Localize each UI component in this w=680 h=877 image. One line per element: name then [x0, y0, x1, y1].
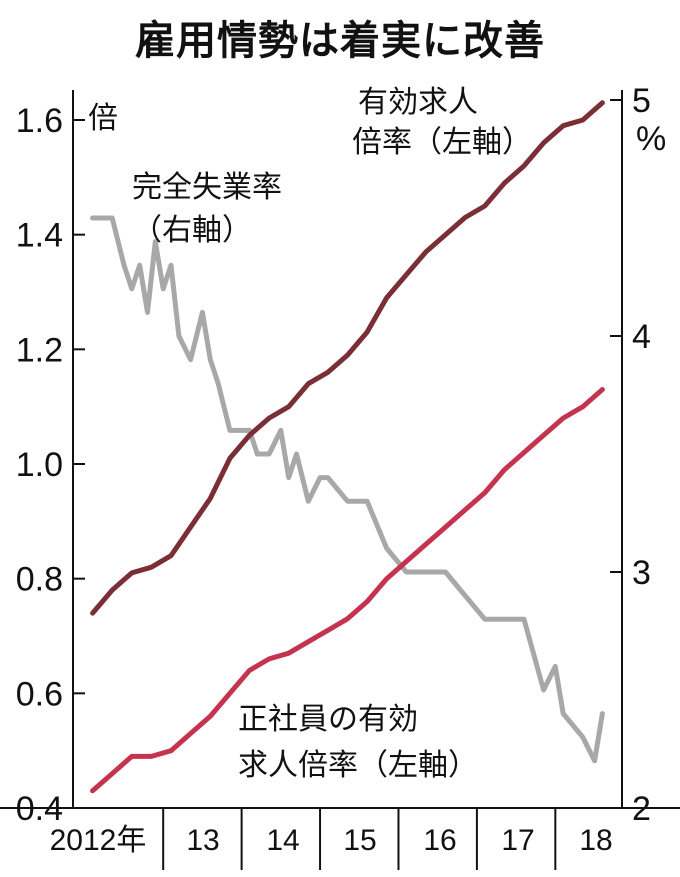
x-axis-ticks: 2012年 13 14 15 16 17 18: [50, 808, 613, 870]
right-axis-unit: %: [636, 120, 666, 158]
chart-title: 雇用情勢は着実に改善: [135, 18, 545, 64]
right-tick-label: 3: [632, 554, 651, 592]
left-tick-label: 1.0: [16, 446, 63, 484]
series-line-2: [90, 387, 605, 794]
left-tick-label: 0.6: [16, 675, 63, 713]
series-label-1: （右軸）: [132, 213, 252, 248]
left-tick-label: 0.4: [16, 790, 63, 828]
left-tick-label: 1.6: [16, 102, 63, 140]
x-tick-label: 15: [343, 824, 376, 857]
x-tick-label: 13: [186, 824, 219, 857]
left-axis-unit: 倍: [88, 101, 118, 136]
series-line-1: [90, 215, 605, 764]
x-tick-label: 18: [579, 824, 612, 857]
series-lines: [90, 100, 605, 794]
right-tick-label: 4: [632, 318, 651, 356]
left-tick-label: 1.4: [16, 217, 63, 255]
right-tick-label: 5: [632, 82, 651, 120]
series-label-2: 正社員の有効: [238, 702, 418, 737]
left-tick-label: 0.8: [16, 561, 63, 599]
series-label-0: 有効求人: [358, 85, 478, 120]
left-axis-ticks: 0.4 0.6 0.8 1.0 1.2 1.4 1.6: [16, 102, 85, 828]
x-tick-label: 17: [501, 824, 534, 857]
x-tick-label: 16: [423, 824, 456, 857]
x-tick-label: 14: [266, 824, 299, 857]
left-tick-label: 1.2: [16, 331, 63, 369]
x-tick-label: 2012年: [50, 824, 147, 857]
series-line-0: [90, 100, 605, 616]
series-label-0: 倍率（左軸）: [352, 125, 532, 160]
series-label-1: 完全失業率: [132, 170, 282, 205]
right-axis-ticks: 2 3 4 5: [610, 82, 651, 828]
chart-axes: [0, 90, 680, 809]
right-tick-label: 2: [632, 790, 651, 828]
series-label-2: 求人倍率（左軸）: [238, 748, 478, 783]
